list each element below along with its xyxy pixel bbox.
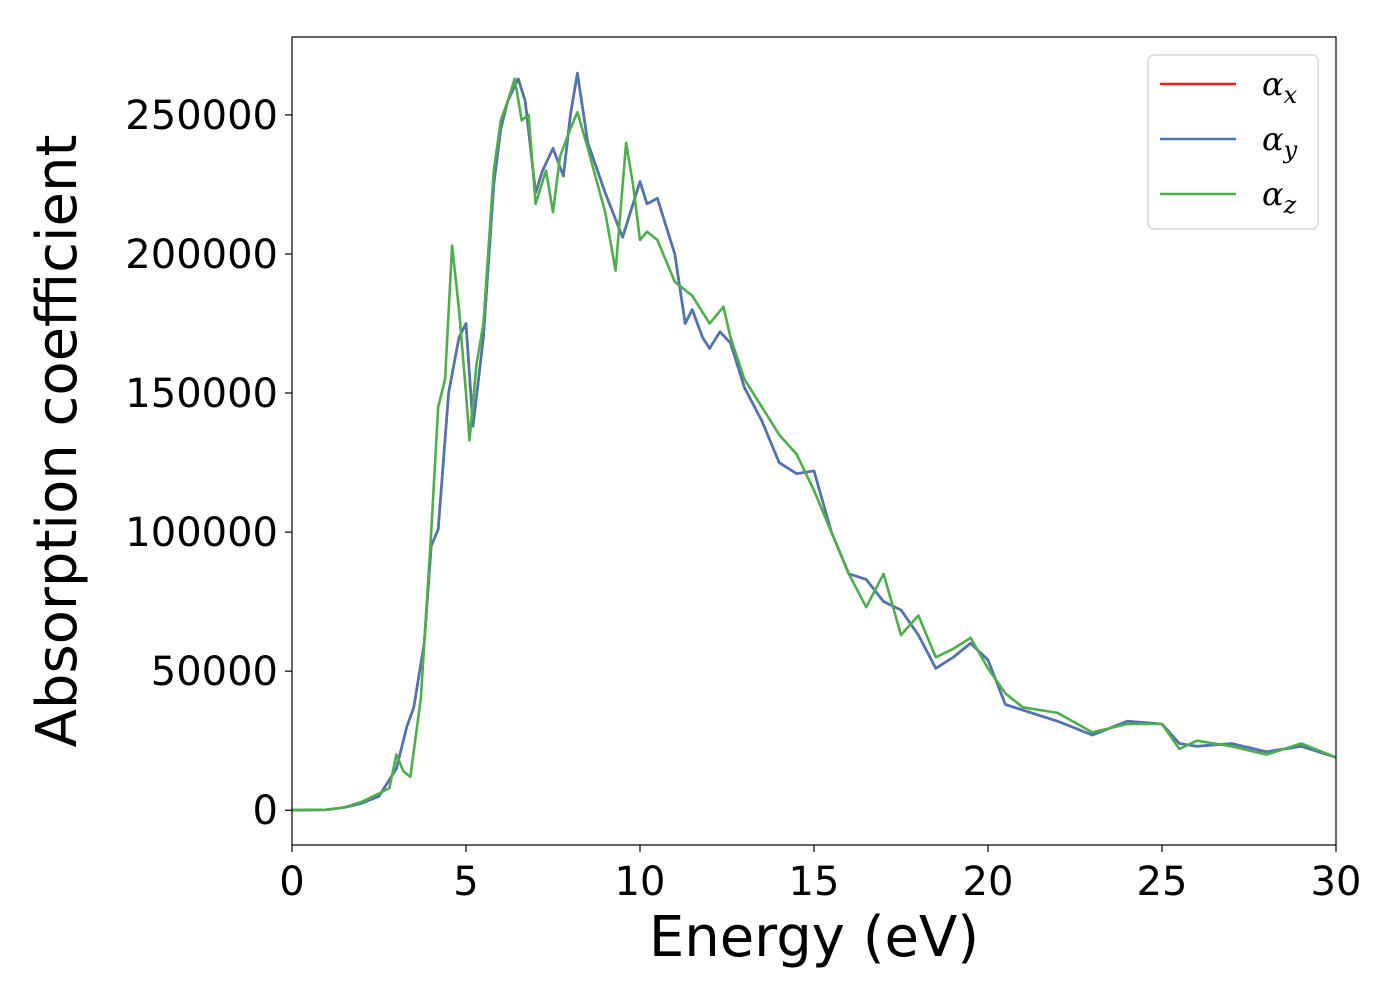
legend-label-z: αz bbox=[1262, 175, 1297, 219]
legend-label-x: αx bbox=[1262, 65, 1298, 109]
x-axis-title: Energy (eV) bbox=[649, 905, 979, 970]
x-tick-label: 10 bbox=[615, 859, 666, 905]
legend-label-main: α bbox=[1262, 65, 1284, 103]
legend-label-main: α bbox=[1262, 175, 1284, 213]
x-tick-label: 5 bbox=[453, 859, 478, 905]
x-tick-label: 25 bbox=[1137, 859, 1188, 905]
x-tick-label: 0 bbox=[279, 859, 304, 905]
legend-label-subscript: x bbox=[1284, 81, 1298, 109]
y-tick-label: 150000 bbox=[125, 371, 278, 417]
x-axis-ticks: 0 5 10 15 20 25 30 bbox=[279, 845, 1361, 905]
y-tick-label: 250000 bbox=[125, 93, 278, 139]
series-line-y bbox=[292, 71, 1336, 812]
legend-label-subscript: y bbox=[1283, 136, 1298, 164]
y-tick-label: 100000 bbox=[125, 510, 278, 556]
y-tick-label: 200000 bbox=[125, 232, 278, 278]
legend-box bbox=[1147, 54, 1319, 230]
y-axis-ticks: 0 50000 100000 150000 200000 250000 bbox=[125, 93, 292, 834]
legend-label-y: αy bbox=[1262, 120, 1298, 164]
series-line-z bbox=[292, 77, 1336, 812]
x-tick-label: 30 bbox=[1311, 859, 1362, 905]
legend-label-main: α bbox=[1262, 120, 1284, 158]
legend-label-subscript: z bbox=[1283, 191, 1297, 219]
y-tick-label: 50000 bbox=[151, 649, 278, 695]
y-axis-title: Absorption coefficient bbox=[25, 135, 90, 748]
x-tick-label: 20 bbox=[963, 859, 1014, 905]
x-tick-label: 15 bbox=[789, 859, 840, 905]
series-layer bbox=[292, 71, 1336, 812]
y-tick-label: 0 bbox=[253, 788, 278, 834]
